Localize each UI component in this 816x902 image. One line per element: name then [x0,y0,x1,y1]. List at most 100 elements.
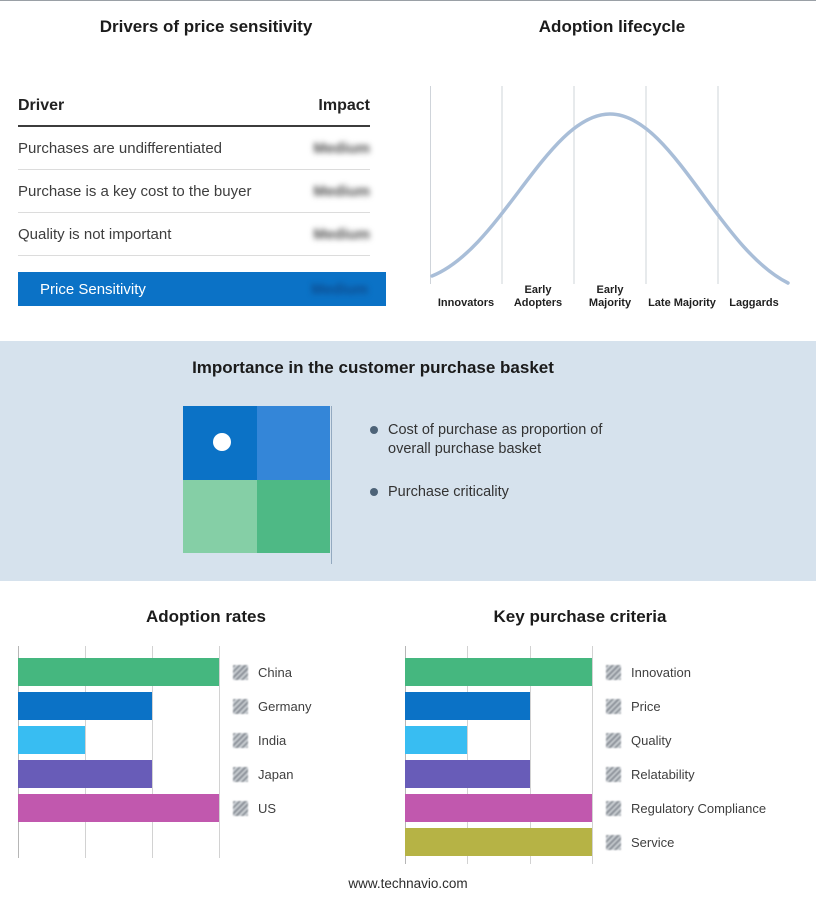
bar-row [405,692,592,720]
key-purchase-criteria-chart: Innovation Price Quality Relatability Regula… [405,646,766,864]
stage-label: Early Adopters [513,284,563,309]
chart-legend: China Germany India Japan US [233,646,311,858]
drivers-title: Drivers of price sensitivity [99,17,313,36]
bars-container [18,646,219,822]
legend-item: Service [606,828,766,856]
legend-item: Price [606,692,766,720]
position-dot [213,433,231,451]
legend-label: Service [631,834,675,850]
bar-row [18,794,219,822]
basket-bullet-list: Cost of purchase as proportion of overal… [370,421,632,526]
bar-germany [18,692,152,720]
impact-cell-blurred: Medium [313,225,370,243]
legend-label: Regulatory Compliance [631,800,767,816]
summary-impact-blurred: Medium [311,280,368,298]
bar-quality [405,726,468,754]
bar-japan [18,760,152,788]
legend-swatch-icon [606,834,621,850]
legend-item: Germany [233,692,311,720]
table-row: Purchase is a key cost to the buyer Medi… [18,170,370,213]
lifecycle-chart [430,86,790,285]
legend-item: Japan [233,760,311,788]
plot-area [405,646,593,864]
bars-container [405,646,592,856]
column-header-driver: Driver [18,97,65,114]
bar-innovation [405,658,592,686]
y-axis-line [405,646,406,864]
stage-label: Laggards [729,296,779,309]
key-purchase-criteria-title: Key purchase criteria [493,607,667,626]
quadrant-top-right [256,406,330,480]
gridline [467,646,469,864]
legend-label: Price [631,698,661,714]
legend-swatch-icon [606,664,621,680]
chart-legend: Innovation Price Quality Relatability Regula… [606,646,766,864]
basket-title: Importance in the customer purchase bask… [192,358,554,377]
bar-relatability [405,760,530,788]
bullet-icon [370,426,378,434]
bar-row [405,794,592,822]
footer-url: www.technavio.com [348,876,468,891]
bullet-icon [370,488,378,497]
bell-curve [430,112,790,285]
table-row: Purchases are undifferentiated Medium [18,127,370,170]
list-item: Purchase criticality [370,483,632,502]
driver-cell: Purchase is a key cost to the buyer [18,182,252,200]
bar-service [405,828,592,856]
impact-cell-blurred: Medium [313,139,370,157]
legend-swatch-icon [606,732,621,748]
quadrant-top-left [183,406,257,480]
legend-item: Regulatory Compliance [606,794,766,822]
legend-label: Japan [258,766,294,782]
driver-cell: Quality is not important [18,225,172,243]
lifecycle-title: Adoption lifecycle [538,17,686,36]
bar-price [405,692,530,720]
legend-swatch-icon [233,766,248,782]
purchase-basket-band: Importance in the customer purchase bask… [0,341,816,581]
adoption-rates-title: Adoption rates [146,607,266,626]
legend-label: US [258,800,277,816]
legend-swatch-icon [606,698,621,714]
adoption-rates-chart: China Germany India Japan US [18,646,311,858]
legend-swatch-icon [233,664,248,680]
bar-row [18,760,219,788]
legend-label: India [258,732,287,748]
bar-china [18,658,219,686]
legend-swatch-icon [233,698,248,714]
bullet-text: Cost of purchase as proportion of overal… [388,422,603,458]
drivers-table: Driver Impact Purchases are undifferenti… [18,89,370,256]
bar-row [405,828,592,856]
quadrant-bottom-left [183,479,257,553]
legend-label: Relatability [631,766,695,782]
legend-label: Germany [258,698,312,714]
bar-row [405,658,592,686]
bar-row [18,658,219,686]
summary-label: Price Sensitivity [40,280,146,298]
bar-india [18,726,85,754]
gridline [529,646,531,864]
legend-label: China [258,664,292,680]
legend-item: China [233,658,311,686]
gridline [219,646,220,858]
quadrant-bottom-right [256,479,330,553]
drivers-table-header: Driver Impact [18,89,370,127]
legend-swatch-icon [606,766,621,782]
legend-swatch-icon [233,800,248,816]
table-row: Quality is not important Medium [18,213,370,256]
bar-row [18,726,219,754]
legend-label: Innovation [631,664,691,680]
legend-item: Innovation [606,658,766,686]
bar-us [18,794,219,822]
stage-label: Late Majority [648,296,716,309]
bar-row [405,760,592,788]
legend-item: India [233,726,311,754]
legend-item: US [233,794,311,822]
lifecycle-stage-labels: Innovators Early Adopters Early Majority… [430,283,790,309]
quadrant-axis-line [331,406,332,564]
impact-cell-blurred: Medium [313,182,370,200]
list-item: Cost of purchase as proportion of overal… [370,421,632,459]
bar-row [18,692,219,720]
bullet-text: Purchase criticality [388,484,509,501]
gridline [592,646,593,864]
